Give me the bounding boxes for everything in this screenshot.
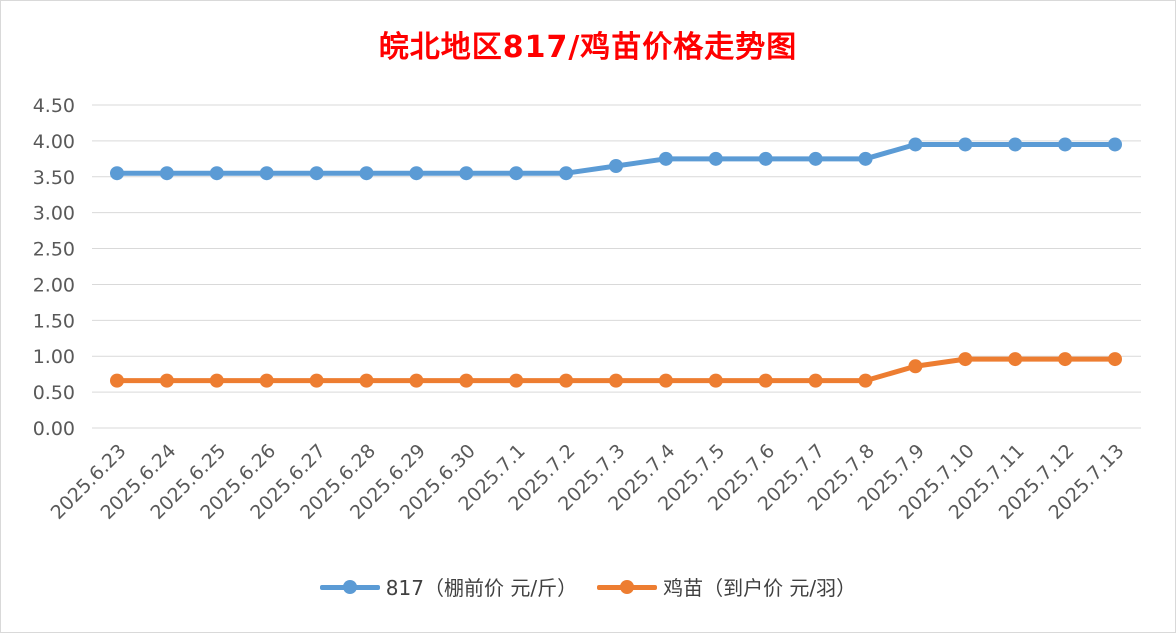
data-point-1 [1008, 352, 1023, 367]
data-point-1 [110, 373, 124, 388]
y-axis-ticks: 0.00 0.50 1.00 1.50 2.00 2.50 3.00 3.50 4.00 4.50 [33, 95, 75, 440]
data-point-1 [1058, 352, 1073, 367]
data-point-1 [958, 352, 973, 367]
y-tick-label: 4.50 [33, 95, 75, 117]
data-point-1 [609, 373, 623, 388]
data-point-0 [459, 166, 474, 181]
legend: 817（棚前价 元/斤） 鸡苗（到户价 元/羽） [0, 572, 1176, 601]
data-point-0 [1008, 137, 1023, 152]
data-point-1 [808, 373, 823, 388]
data-point-1 [259, 373, 274, 388]
data-point-1 [858, 373, 873, 388]
data-point-0 [708, 151, 723, 166]
legend-item-chick: 鸡苗（到户价 元/羽） [597, 572, 856, 601]
data-point-1 [658, 373, 673, 388]
data-point-0 [1058, 137, 1073, 152]
data-point-1 [159, 373, 174, 388]
data-point-0 [409, 166, 424, 181]
data-point-0 [758, 151, 773, 166]
legend-item-817: 817（棚前价 元/斤） [319, 572, 578, 601]
data-point-1 [409, 373, 424, 388]
data-point-0 [259, 166, 274, 181]
data-point-1 [459, 373, 474, 388]
series-layer [110, 137, 1122, 388]
data-point-1 [209, 373, 224, 388]
data-point-1 [309, 373, 324, 388]
y-tick-label: 0.00 [33, 418, 75, 440]
data-point-0 [159, 166, 174, 181]
data-point-0 [359, 166, 374, 181]
data-point-1 [708, 373, 723, 388]
data-point-0 [858, 151, 873, 166]
data-point-0 [609, 159, 623, 174]
data-point-0 [1108, 137, 1122, 152]
legend-label-817: 817（棚前价 元/斤） [385, 576, 578, 600]
data-point-1 [559, 373, 574, 388]
y-tick-label: 4.00 [33, 131, 75, 153]
y-tick-label: 0.50 [33, 382, 75, 404]
data-point-1 [908, 359, 923, 374]
data-point-0 [958, 137, 973, 152]
y-tick-label: 3.50 [33, 167, 75, 189]
y-tick-label: 2.50 [33, 239, 75, 261]
chart-title: 皖北地区817/鸡苗价格走势图 [378, 30, 798, 65]
y-tick-label: 1.00 [33, 346, 75, 368]
y-tick-label: 2.00 [33, 274, 75, 296]
data-point-0 [509, 166, 524, 181]
data-point-1 [1108, 352, 1122, 367]
x-axis-ticks: 2025.6.232025.6.242025.6.252025.6.262025… [47, 440, 1129, 524]
legend-swatch-817 [319, 577, 380, 597]
data-point-0 [808, 151, 823, 166]
data-point-1 [758, 373, 773, 388]
data-point-0 [110, 166, 124, 181]
data-point-1 [509, 373, 524, 388]
y-tick-label: 1.50 [33, 310, 75, 332]
legend-swatch-chick [597, 577, 658, 597]
y-tick-label: 3.00 [33, 203, 75, 225]
data-point-0 [658, 151, 673, 166]
data-point-0 [209, 166, 224, 181]
data-point-0 [908, 137, 923, 152]
data-point-1 [359, 373, 374, 388]
legend-label-chick: 鸡苗（到户价 元/羽） [663, 576, 857, 600]
data-point-0 [559, 166, 574, 181]
data-point-0 [309, 166, 324, 181]
